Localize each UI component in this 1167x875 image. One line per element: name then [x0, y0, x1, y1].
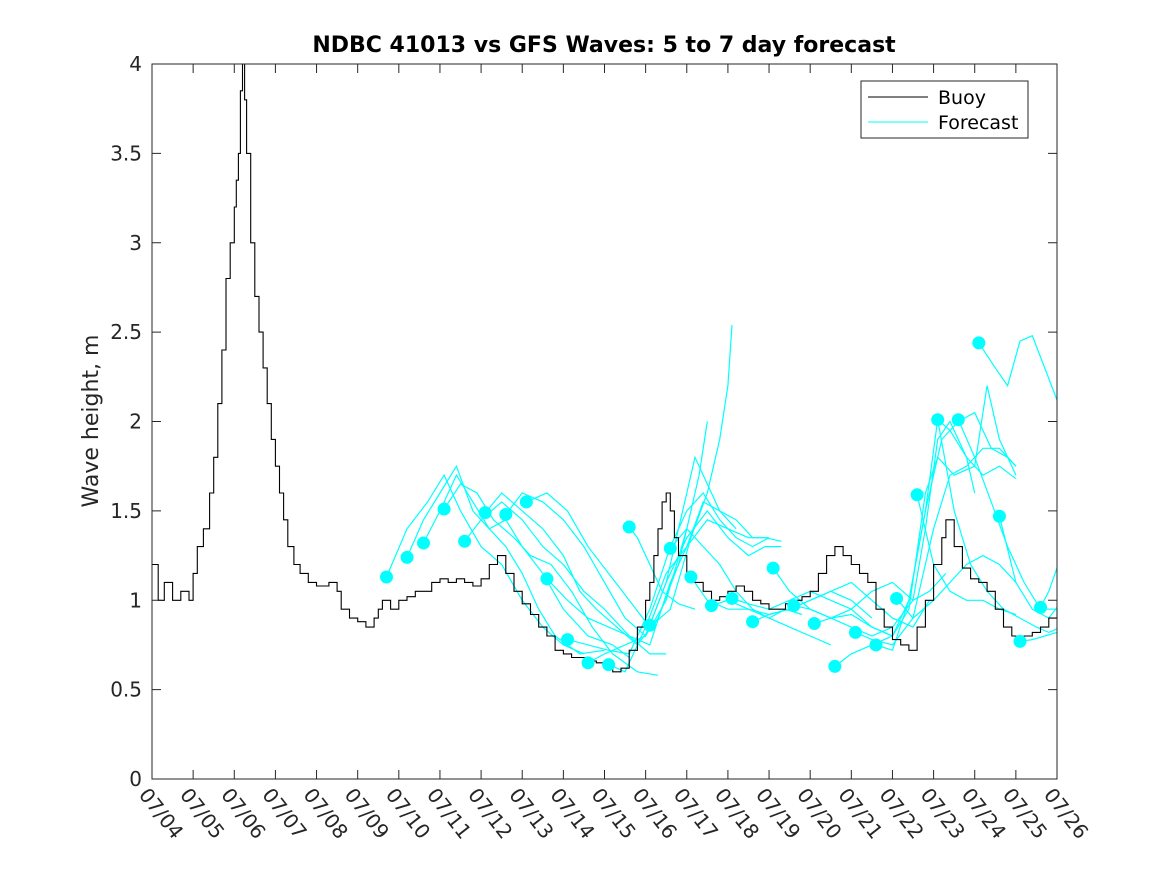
legend-buoy-label: Buoy [938, 87, 986, 109]
forecast-marker [890, 591, 904, 605]
legend-forecast-label: Forecast [938, 112, 1018, 134]
forecast-line [978, 334, 1058, 401]
forecast-marker [1034, 600, 1048, 614]
forecast-marker [787, 599, 801, 613]
forecast-line [814, 385, 1017, 637]
buoy-line [152, 63, 1058, 673]
forecast-marker [807, 616, 821, 630]
y-tick-label: 3.5 [110, 141, 142, 165]
forecast-line [875, 418, 1017, 652]
forecast-marker [602, 658, 616, 672]
forecast-marker [910, 488, 924, 502]
forecast-line [855, 447, 1017, 646]
forecast-marker [581, 656, 595, 670]
legend-box [860, 80, 1029, 139]
forecast-line [608, 519, 782, 673]
y-axis-label: Wave height, m [79, 335, 104, 508]
y-tick-label: 3 [129, 231, 142, 255]
forecast-marker [540, 572, 554, 586]
forecast-marker [869, 638, 883, 652]
plot-area [152, 63, 1058, 676]
forecast-marker [766, 561, 780, 575]
forecast-marker [379, 570, 393, 584]
forecast-marker [1013, 634, 1027, 648]
forecast-marker [437, 502, 451, 516]
y-axis: 0 0.5 1 1.5 2 2.5 3 3.5 4 [110, 52, 1057, 791]
y-tick-label: 0.5 [110, 678, 142, 702]
y-tick-label: 1 [129, 588, 142, 612]
y-tick-label: 2 [129, 410, 142, 434]
forecast-marker [560, 633, 574, 647]
forecast-marker [499, 507, 513, 521]
y-tick-label: 4 [129, 52, 142, 76]
forecast-line [443, 483, 659, 676]
forecast-line [464, 501, 667, 655]
forecast-line [896, 554, 1017, 619]
forecast-line [385, 473, 585, 655]
forecast-marker [992, 509, 1006, 523]
forecast-line [546, 501, 769, 646]
forecast-marker [725, 591, 739, 605]
forecast-line [752, 581, 931, 628]
chart-title: NDBC 41013 vs GFS Waves: 5 to 7 day fore… [312, 33, 896, 58]
forecast-marker [622, 520, 636, 534]
forecast-marker [643, 618, 657, 632]
y-tick-label: 1.5 [110, 499, 142, 523]
forecast-marker [746, 615, 760, 629]
forecast-line [422, 473, 630, 658]
y-tick-label: 0 [129, 767, 142, 791]
forecast-line [649, 455, 737, 626]
forecast-marker [519, 495, 533, 509]
forecast-line [834, 411, 1017, 667]
legend: Buoy Forecast [860, 80, 1029, 139]
forecast-line [998, 516, 1058, 619]
forecast-marker [931, 413, 945, 427]
forecast-marker [417, 536, 430, 550]
forecast-line [505, 421, 708, 637]
y-tick-label: 2.5 [110, 320, 142, 344]
forecast-marker [663, 541, 677, 555]
forecast-line [587, 509, 782, 664]
forecast-marker [458, 534, 472, 548]
forecast-marker [972, 336, 986, 350]
forecast-marker [704, 599, 718, 613]
forecast-marker [400, 550, 414, 564]
forecast-line [628, 526, 696, 610]
forecast-marker [951, 413, 965, 427]
forecast-marker [848, 625, 862, 639]
forecast-line [406, 464, 605, 655]
forecast-marker [684, 570, 698, 584]
forecast-marker [478, 506, 492, 520]
forecast-marker [828, 659, 842, 673]
